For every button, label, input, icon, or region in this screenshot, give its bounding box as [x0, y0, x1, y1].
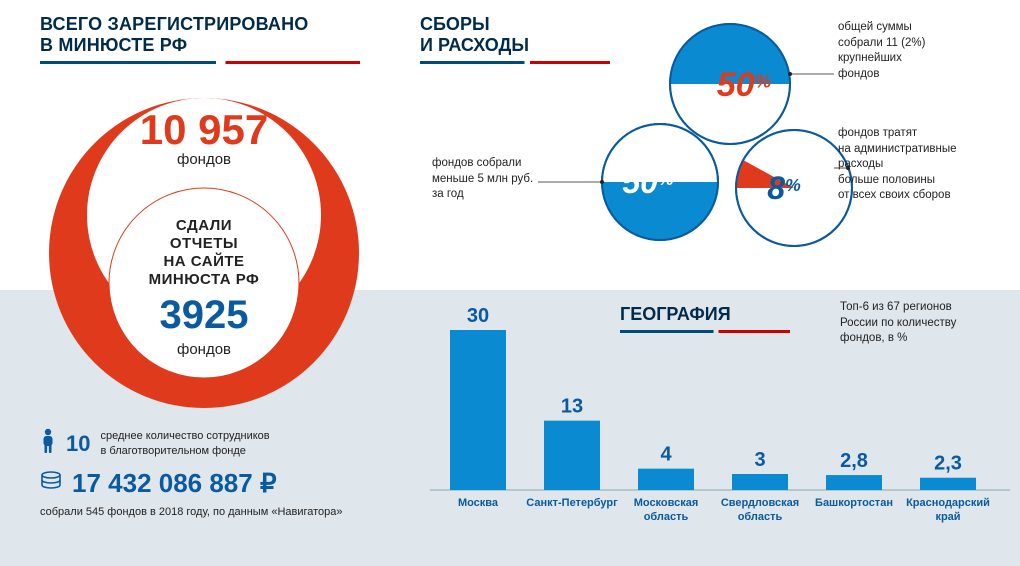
stat-employees-desc: среднее количество сотрудников в благотв… [100, 429, 269, 458]
stat-money: 17 432 086 887 ₽ [40, 468, 277, 499]
stat-employees-desc-l2: в благотворительном фонде [100, 445, 245, 457]
stat-employees-desc-l1: среднее количество сотрудников [100, 430, 269, 442]
svg-text:край: край [935, 511, 960, 523]
svg-text:30: 30 [467, 305, 489, 327]
title-rule [40, 61, 360, 64]
svg-text:2,3: 2,3 [934, 453, 962, 475]
person-icon [40, 428, 56, 459]
svg-text:СДАЛИ: СДАЛИ [176, 217, 232, 234]
svg-text:область: область [644, 511, 689, 523]
svg-text:3: 3 [754, 449, 765, 471]
bar-chart: 30 Москва 13 Санкт-Петербург 4 Московская обла… [430, 280, 1010, 550]
svg-text:фондов: фондов [177, 341, 231, 358]
svg-text:МИНЮСТА РФ: МИНЮСТА РФ [149, 271, 260, 288]
pie-desc-left: фондов собралименьше 5 млн руб.за год [432, 156, 533, 203]
svg-text:Москва: Москва [458, 497, 499, 509]
svg-text:Московская: Московская [634, 497, 699, 509]
coins-icon [40, 470, 62, 497]
svg-text:НА САЙТЕ: НА САЙТЕ [163, 252, 244, 270]
stat-employees-value: 10 [66, 431, 90, 457]
svg-text:Краснодарский: Краснодарский [906, 497, 990, 509]
svg-text:область: область [738, 511, 783, 523]
svg-text:Башкортостан: Башкортостан [815, 497, 893, 509]
svg-text:Свердловская: Свердловская [721, 497, 799, 509]
pie-desc-right: фондов тратятна административныерасходыб… [838, 126, 957, 204]
svg-text:3925: 3925 [160, 293, 249, 337]
stat-money-value: 17 432 086 887 ₽ [72, 468, 277, 499]
svg-text:ОТЧЕТЫ: ОТЧЕТЫ [170, 235, 238, 252]
title-registered-l1: ВСЕГО ЗАРЕГИСТРИРОВАНО [40, 14, 400, 35]
svg-text:фондов: фондов [177, 151, 231, 168]
svg-text:13: 13 [561, 396, 583, 418]
title-registered-l2: В МИНЮСТЕ РФ [40, 35, 400, 56]
left-column: ВСЕГО ЗАРЕГИСТРИРОВАНО В МИНЮСТЕ РФ [40, 14, 400, 64]
svg-text:10 957: 10 957 [140, 106, 268, 153]
ring-chart: 10 957фондовСДАЛИОТЧЕТЫНА САЙТЕМИНЮСТА Р… [44, 78, 364, 398]
svg-text:Санкт-Петербург: Санкт-Петербург [526, 497, 618, 509]
stat-employees: 10 среднее количество сотрудников в благ… [40, 428, 270, 459]
pie-desc-top: общей суммысобрали 11 (2%)крупнейшихфонд… [838, 20, 925, 82]
container: ВСЕГО ЗАРЕГИСТРИРОВАНО В МИНЮСТЕ РФ 10 9… [0, 0, 1020, 566]
svg-text:4: 4 [660, 444, 672, 466]
svg-text:2,8: 2,8 [840, 450, 868, 472]
stat-money-desc: собрали 545 фондов в 2018 году, по данны… [40, 506, 343, 518]
